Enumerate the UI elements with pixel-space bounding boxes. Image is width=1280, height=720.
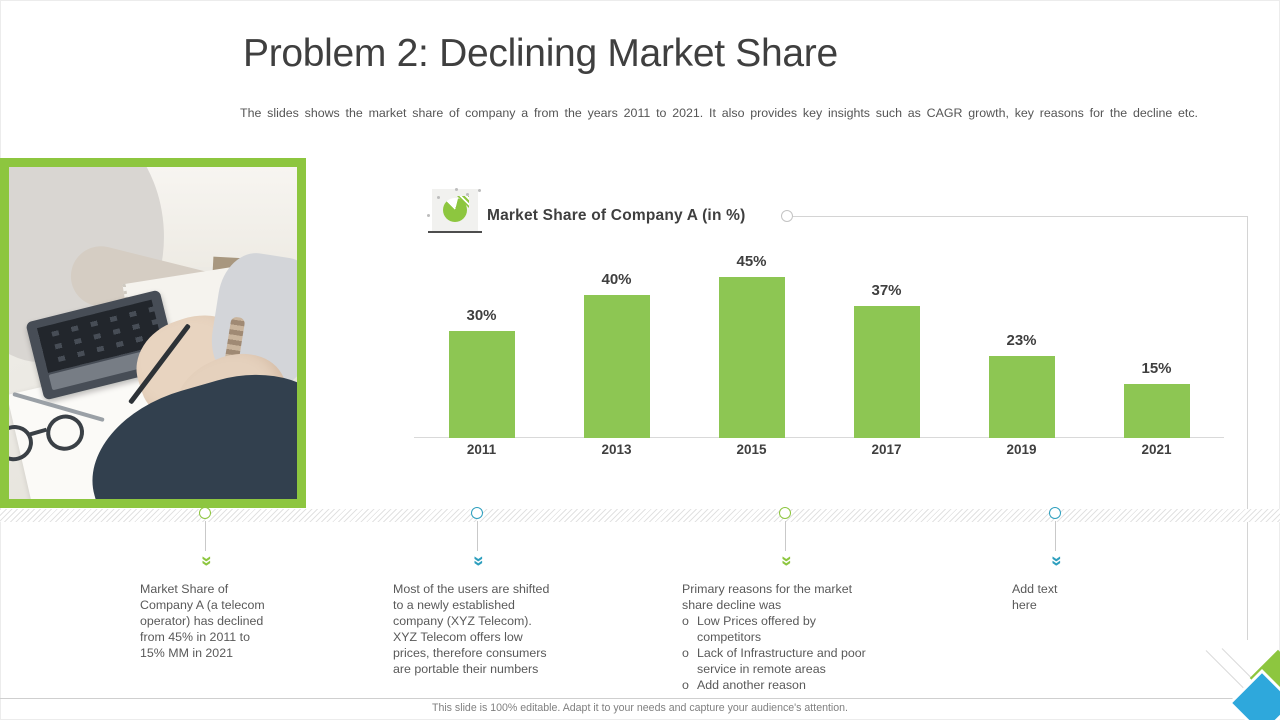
slide-subtitle: The slides shows the market share of com… (240, 106, 1198, 120)
decor-dot (455, 188, 458, 191)
timeline-text-3-intro: Primary reasons for the market share dec… (682, 582, 853, 612)
bar-group: 23% 2019 (954, 245, 1089, 460)
bar-group: 15% 2021 (1089, 245, 1224, 460)
bar-category-label: 2021 (1141, 442, 1172, 457)
timeline-node-stem (785, 521, 786, 551)
bar-value-label: 30% (466, 307, 497, 324)
footer-note: This slide is 100% editable. Adapt it to… (431, 702, 849, 714)
bar-group: 37% 2017 (819, 245, 954, 460)
pie-chart-icon (443, 198, 467, 222)
timeline-node-circle (1049, 507, 1061, 519)
timeline-node-circle (199, 507, 211, 519)
timeline-text-3-bullets: Low Prices offered by competitors Lack o… (682, 613, 874, 693)
bar-group: 45% 2015 (684, 245, 819, 460)
bar-category-label: 2017 (871, 442, 902, 457)
down-chevrons-icon: » (776, 555, 797, 565)
decor-dot (490, 212, 493, 215)
timeline-band (0, 509, 1280, 522)
photo-glasses-lens (41, 410, 89, 456)
bar-category-label: 2011 (466, 442, 497, 457)
bar-group: 30% 2011 (414, 245, 549, 460)
timeline-node-stem (477, 521, 478, 551)
bar-2019 (988, 356, 1055, 438)
down-chevrons-icon: » (1046, 555, 1067, 565)
timeline-node-circle (471, 507, 483, 519)
timeline-node-stem (205, 521, 206, 551)
photo-business-analysis (9, 167, 297, 499)
connector-horizontal-line (793, 216, 1248, 217)
decor-dot (466, 193, 469, 196)
bar-value-label: 37% (871, 282, 902, 299)
bar-value-label: 40% (601, 271, 632, 288)
x-axis-line (414, 437, 1224, 438)
photo-glasses-lens (9, 420, 38, 466)
timeline-text-3: Primary reasons for the market share dec… (682, 581, 874, 693)
timeline-text-4: Add text here (1012, 582, 1058, 612)
bar-2013 (583, 295, 650, 438)
timeline-text-2: Most of the users are shifted to a newly… (393, 582, 550, 676)
photo-glasses-bridge (28, 427, 48, 437)
down-chevrons-icon: » (468, 555, 489, 565)
chart-title: Market Share of Company A (in %) (487, 207, 746, 224)
connector-circle (781, 210, 793, 222)
timeline-node-circle (779, 507, 791, 519)
chart-icon-underline (428, 231, 482, 233)
decor-dot (427, 214, 430, 217)
bar-chart-plot: 30% 2011 40% 2013 45% 2015 37% 2017 23% 2019 15% 20… (414, 245, 1224, 460)
bar-2017 (853, 306, 920, 438)
bar-2011 (448, 331, 515, 438)
page-title: Problem 2: Declining Market Share (243, 32, 838, 75)
connector-vertical-line (1247, 216, 1248, 640)
bullet-item: Add another reason (682, 677, 874, 693)
bullet-item: Low Prices offered by competitors (682, 613, 874, 645)
timeline-text-1: Market Share of Company A (a telecom ope… (140, 582, 265, 660)
decor-dot (437, 196, 440, 199)
photo-frame (0, 158, 306, 508)
bar-group: 40% 2013 (549, 245, 684, 460)
decor-dot (478, 189, 481, 192)
bar-value-label: 23% (1006, 332, 1037, 349)
footer-divider (0, 698, 1242, 699)
down-chevrons-icon: » (196, 555, 217, 565)
bullet-item: Lack of Infrastructure and poor service … (682, 645, 874, 677)
bar-2015 (718, 277, 785, 438)
bar-2021 (1123, 384, 1190, 438)
timeline-node-stem (1055, 521, 1056, 551)
bar-category-label: 2013 (601, 442, 632, 457)
bar-category-label: 2015 (736, 442, 767, 457)
bar-value-label: 45% (736, 253, 767, 270)
bar-value-label: 15% (1141, 360, 1172, 377)
bar-category-label: 2019 (1006, 442, 1037, 457)
